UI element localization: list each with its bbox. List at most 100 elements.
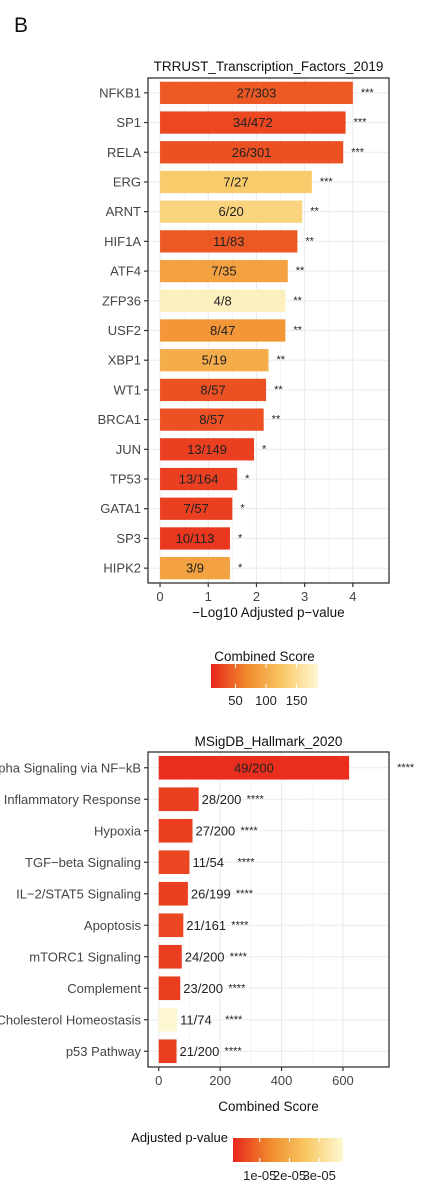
trrust-category-label-8: ZFP36 <box>102 293 141 308</box>
trrust-significance-6: ** <box>305 235 314 247</box>
msigdb-significance-5: **** <box>236 888 254 900</box>
msigdb-significance-9: **** <box>225 1014 243 1026</box>
trrust-significance-7: ** <box>296 265 305 277</box>
trrust-bar-label-12: 8/57 <box>199 412 224 427</box>
trrust-x-tick-label-5: 4 <box>349 589 356 604</box>
msigdb-x-tick-label-1: 0 <box>155 1073 162 1088</box>
trrust-bar-11 <box>160 378 267 402</box>
msigdb-x-tick-label-2: 200 <box>209 1073 231 1088</box>
msigdb-significance-4: **** <box>237 856 255 868</box>
msigdb-category-label-1: TNF−alpha Signaling via NF−kB <box>0 760 141 775</box>
trrust-legend-colorbar <box>211 664 318 688</box>
msigdb-legend-tick-label-3: 3e-05 <box>303 1168 336 1183</box>
trrust-category-label-6: HIF1A <box>104 234 141 249</box>
msigdb-category-label-3: Hypoxia <box>94 823 142 838</box>
msigdb-bar-6 <box>158 913 184 938</box>
msigdb-category-label-9: Cholesterol Homeostasis <box>0 1012 141 1027</box>
trrust-bar-label-2: 34/472 <box>233 115 273 130</box>
msigdb-bar-8 <box>158 976 181 1001</box>
msigdb-category-label-10: p53 Pathway <box>66 1044 142 1059</box>
msigdb-bar-label-1: 49/200 <box>234 760 274 775</box>
trrust-significance-4: *** <box>320 176 334 188</box>
trrust-category-label-14: TP53 <box>110 472 141 487</box>
msigdb-bar-9 <box>158 1007 178 1032</box>
trrust-bar-2 <box>160 111 346 134</box>
msigdb-chart-title: MSigDB_Hallmark_2020 <box>195 734 343 749</box>
trrust-category-label-3: RELA <box>107 145 141 160</box>
msigdb-legend-title: Adjusted p-value <box>131 1130 228 1145</box>
trrust-x-tick-label-1: 0 <box>156 589 163 604</box>
msigdb-significance-3: **** <box>241 825 259 837</box>
trrust-chart: TRRUST_Transcription_Factors_2019 27/303 *… <box>98 59 390 708</box>
trrust-category-label-13: JUN <box>116 442 141 457</box>
trrust-bar-label-3: 26/301 <box>232 145 272 160</box>
trrust-significance-2: *** <box>354 117 368 129</box>
trrust-category-label-11: WT1 <box>114 382 141 397</box>
msigdb-x-tick-label-4: 600 <box>332 1073 354 1088</box>
msigdb-legend-tick-label-1: 1e-05 <box>243 1168 276 1183</box>
trrust-significance-10: ** <box>277 354 286 366</box>
trrust-legend-tick-label-3: 150 <box>286 693 308 708</box>
trrust-x-tick-label-4: 3 <box>301 589 308 604</box>
msigdb-bar-label-8: 23/200 <box>183 981 223 996</box>
trrust-x-tick-label-2: 1 <box>205 589 212 604</box>
trrust-category-label-1: NFKB1 <box>99 85 141 100</box>
msigdb-x-tick-label-3: 400 <box>271 1073 293 1088</box>
trrust-bar-7 <box>160 259 288 283</box>
trrust-significance-11: ** <box>274 384 283 396</box>
trrust-x-axis-label: −Log10 Adjusted p−value <box>192 605 344 620</box>
trrust-category-label-4: ERG <box>113 174 141 189</box>
panel-label: B <box>14 14 29 37</box>
trrust-bar-1 <box>160 81 353 104</box>
msigdb-bar-label-5: 26/199 <box>191 886 231 901</box>
msigdb-bar-label-4: 11/54 <box>192 855 224 870</box>
msigdb-bar-1 <box>158 755 350 780</box>
trrust-legend-tick-label-2: 100 <box>255 693 277 708</box>
trrust-x-tick-label-3: 2 <box>253 589 260 604</box>
trrust-significance-3: *** <box>351 146 365 158</box>
trrust-bar-8 <box>160 289 286 312</box>
msigdb-significance-1: **** <box>397 762 415 774</box>
trrust-bar-label-8: 4/8 <box>214 293 232 308</box>
msigdb-category-label-5: IL−2/STAT5 Signaling <box>16 886 141 901</box>
msigdb-category-label-7: mTORC1 Signaling <box>29 949 141 964</box>
msigdb-significance-2: **** <box>247 793 265 805</box>
trrust-significance-13: * <box>262 443 267 455</box>
trrust-bar-16 <box>160 527 230 550</box>
trrust-category-label-10: XBP1 <box>108 353 141 368</box>
msigdb-bar-label-9: 11/74 <box>180 1012 212 1027</box>
trrust-significance-5: ** <box>310 206 319 218</box>
trrust-category-label-16: SP3 <box>116 531 141 546</box>
trrust-significance-12: ** <box>272 414 281 426</box>
trrust-bar-label-1: 27/303 <box>237 85 277 100</box>
msigdb-bar-7 <box>158 944 182 969</box>
trrust-bar-12 <box>160 408 264 431</box>
trrust-category-label-9: USF2 <box>108 323 141 338</box>
trrust-significance-17: * <box>238 562 243 574</box>
trrust-significance-14: * <box>245 473 250 485</box>
trrust-legend: Combined Score 50 100 150 <box>211 649 318 708</box>
msigdb-category-label-8: Complement <box>67 981 141 996</box>
trrust-significance-16: * <box>238 532 243 544</box>
trrust-significance-8: ** <box>293 295 302 307</box>
trrust-bar-label-5: 6/20 <box>218 204 243 219</box>
trrust-legend-tick-label-1: 50 <box>228 693 242 708</box>
trrust-category-label-5: ARNT <box>106 204 141 219</box>
trrust-significance-1: *** <box>361 87 375 99</box>
trrust-bar-13 <box>160 438 255 461</box>
trrust-bar-label-10: 5/19 <box>202 353 227 368</box>
trrust-bar-15 <box>160 497 233 520</box>
msigdb-significance-7: **** <box>230 951 248 963</box>
msigdb-bar-10 <box>158 1039 177 1064</box>
trrust-significance-9: ** <box>293 325 302 337</box>
msigdb-bar-5 <box>158 881 188 906</box>
trrust-category-label-7: ATF4 <box>110 264 141 279</box>
trrust-bar-label-7: 7/35 <box>211 264 236 279</box>
trrust-chart-title: TRRUST_Transcription_Factors_2019 <box>154 59 384 74</box>
msigdb-category-label-2: Inflammatory Response <box>4 792 141 807</box>
trrust-bar-label-15: 7/57 <box>184 501 209 516</box>
trrust-bar-5 <box>160 200 303 223</box>
msigdb-category-label-6: Apoptosis <box>84 918 142 933</box>
trrust-category-label-17: HIPK2 <box>103 561 141 576</box>
